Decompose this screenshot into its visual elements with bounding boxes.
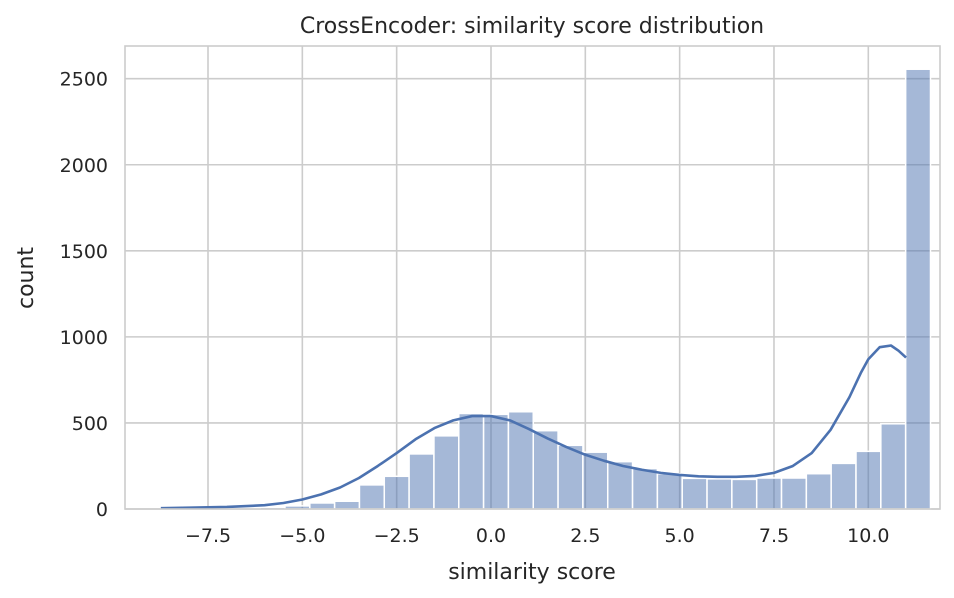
x-tick-label: −5.0 <box>279 525 325 547</box>
histogram-bar <box>458 412 485 510</box>
histogram-bar <box>805 472 832 510</box>
histogram-bar <box>631 467 659 510</box>
x-tick-label: 7.5 <box>759 525 789 547</box>
histogram-bar <box>731 478 758 510</box>
plot-frame <box>124 45 941 510</box>
x-tick-label: −2.5 <box>374 525 420 547</box>
y-tick-label: 0 <box>96 499 108 521</box>
histogram-bar <box>755 477 783 510</box>
x-tick-labels: −7.5 −5.0 −2.5 0.0 2.5 5.0 7.5 10.0 <box>185 525 890 547</box>
histogram-bar <box>656 472 683 510</box>
histogram-bar <box>830 462 857 510</box>
y-tick-label: 2000 <box>60 155 108 177</box>
x-tick-label: 0.0 <box>476 525 506 547</box>
histogram-bar <box>780 477 808 510</box>
x-tick-label: 5.0 <box>665 525 695 547</box>
histogram-bar <box>309 502 336 510</box>
histogram-bar <box>706 478 733 510</box>
histogram-bar <box>904 68 932 510</box>
histogram-bar <box>681 477 708 510</box>
histogram-bar <box>855 450 882 510</box>
histogram-bar <box>606 460 634 510</box>
histogram-bar <box>358 484 386 510</box>
y-axis-label: count <box>14 247 39 309</box>
x-tick-label: 10.0 <box>847 525 889 547</box>
x-axis-label: similarity score <box>448 560 616 585</box>
y-tick-label: 500 <box>72 413 108 435</box>
y-tick-label: 2500 <box>60 69 108 91</box>
y-tick-label: 1000 <box>60 327 108 349</box>
histogram-bar <box>408 453 435 510</box>
histogram-bar <box>557 444 584 510</box>
y-tick-labels: 0 500 1000 1500 2000 2500 <box>60 69 108 521</box>
y-tick-label: 1500 <box>60 241 108 263</box>
x-tick-label: 2.5 <box>570 525 600 547</box>
chart-title: CrossEncoder: similarity score distribut… <box>300 14 764 39</box>
histogram-bar <box>880 423 907 510</box>
x-tick-label: −7.5 <box>185 525 231 547</box>
histogram-bar <box>433 435 460 510</box>
kde-line <box>160 344 907 510</box>
histogram-bar <box>333 500 361 510</box>
histogram-bar <box>383 475 410 510</box>
histogram-bar <box>482 413 510 510</box>
